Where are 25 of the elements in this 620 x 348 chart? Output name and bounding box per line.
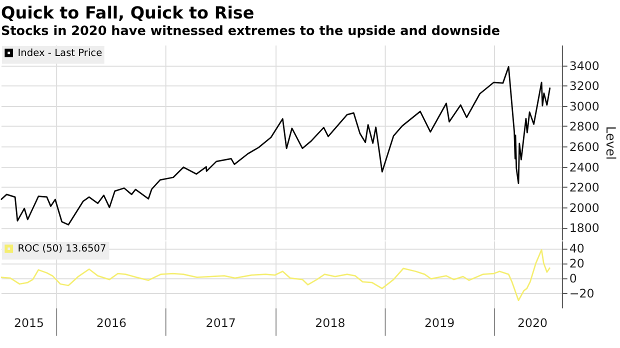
y-tick-label: 0 [569, 271, 577, 286]
y-tick-label: −20 [569, 286, 594, 300]
x-tick-label: 2018 [315, 316, 346, 330]
x-tick-label: 2020 [517, 316, 548, 330]
chart-title: Quick to Fall, Quick to Rise [0, 2, 254, 22]
y-tick-label: 2800 [569, 120, 600, 134]
chart-subtitle: Stocks in 2020 have witnessed extremes to the upside and downside [0, 24, 500, 40]
y-tick-label: 2600 [569, 140, 600, 154]
y-tick-label: 3400 [569, 58, 600, 73]
y-axis-title: Level [602, 126, 618, 160]
x-tick-label: 2017 [206, 316, 236, 330]
y-tick-label: 2000 [569, 200, 600, 215]
legend-label: ROC (50) 13.6507 [18, 244, 106, 255]
x-tick-label: 2019 [424, 316, 455, 330]
y-tick-label: 3200 [569, 79, 600, 94]
y-tick-label: 3000 [569, 99, 600, 114]
x-tick-label: 2015 [14, 316, 44, 330]
y-tick-label: 40 [569, 242, 584, 256]
y-tick-label: 2200 [569, 180, 600, 195]
line-series [0, 66, 551, 226]
y-tick-label: 2400 [569, 160, 600, 174]
y-tick-label: 20 [569, 256, 584, 271]
y-tick-label: 1800 [569, 221, 600, 236]
x-tick-label: 2016 [96, 316, 126, 330]
legend-label: Index - Last Price [18, 48, 102, 59]
